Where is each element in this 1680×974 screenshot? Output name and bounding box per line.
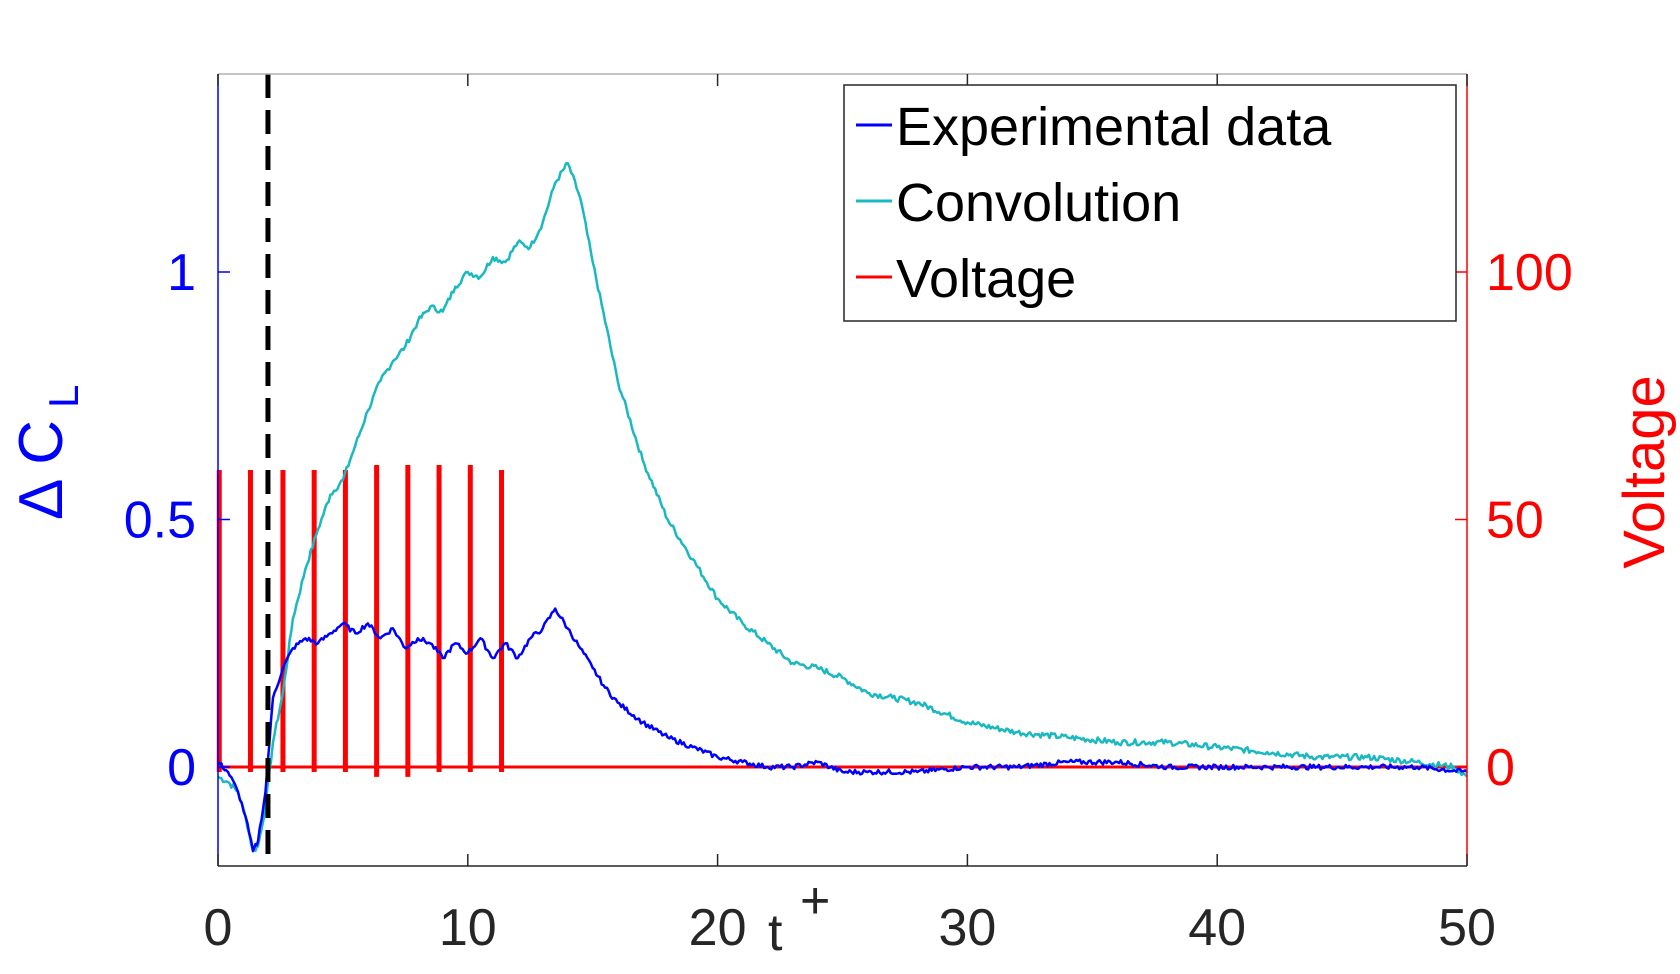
x-tick-label-40: 40: [1188, 899, 1246, 957]
x-tick-label-10: 10: [439, 899, 497, 957]
x-axis-label: t: [768, 904, 783, 962]
y-left-tick-label-1: 1: [167, 244, 196, 302]
y-right-axis-label-group: Voltage: [1612, 375, 1677, 569]
y-right-tick-label-100: 100: [1486, 244, 1573, 302]
series-experimental-line: [217, 607, 1468, 853]
legend-label-1: Experimental data: [896, 97, 1332, 157]
y-right-axis-label: Voltage: [1612, 375, 1677, 569]
y-left-tick-label-0.5: 0.5: [124, 492, 196, 550]
x-axis-label-superscript: +: [800, 872, 830, 930]
plot-area: [216, 74, 1468, 866]
x-tick-label-30: 30: [938, 899, 996, 957]
legend-label-2: Convolution: [896, 173, 1181, 233]
y-left-axis-label: Δ C: [7, 420, 76, 520]
x-tick-label-20: 20: [689, 899, 747, 957]
y-right-tick-label-0: 0: [1486, 739, 1515, 797]
x-tick-label-0: 0: [204, 899, 233, 957]
y-left-axis-label-group: Δ C L: [7, 385, 87, 520]
y-left-axis-label-subscript: L: [40, 385, 87, 408]
x-tick-label-50: 50: [1438, 899, 1496, 957]
legend-box: [843, 84, 1457, 322]
y-right-tick-label-50: 50: [1486, 492, 1544, 550]
y-left-tick-label-0: 0: [167, 739, 196, 797]
legend: Experimental data Convolution Voltage: [843, 84, 1457, 322]
series-convolution-line: [217, 161, 1468, 853]
legend-label-3: Voltage: [896, 249, 1076, 309]
